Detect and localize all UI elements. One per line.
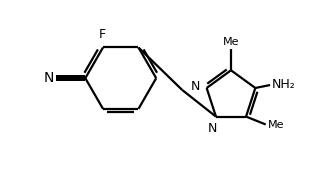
- Text: NH₂: NH₂: [272, 78, 296, 91]
- Text: Me: Me: [268, 121, 284, 130]
- Text: N: N: [207, 122, 217, 135]
- Text: N: N: [44, 71, 54, 85]
- Text: F: F: [98, 28, 106, 41]
- Text: Me: Me: [223, 37, 239, 47]
- Text: N: N: [190, 80, 200, 93]
